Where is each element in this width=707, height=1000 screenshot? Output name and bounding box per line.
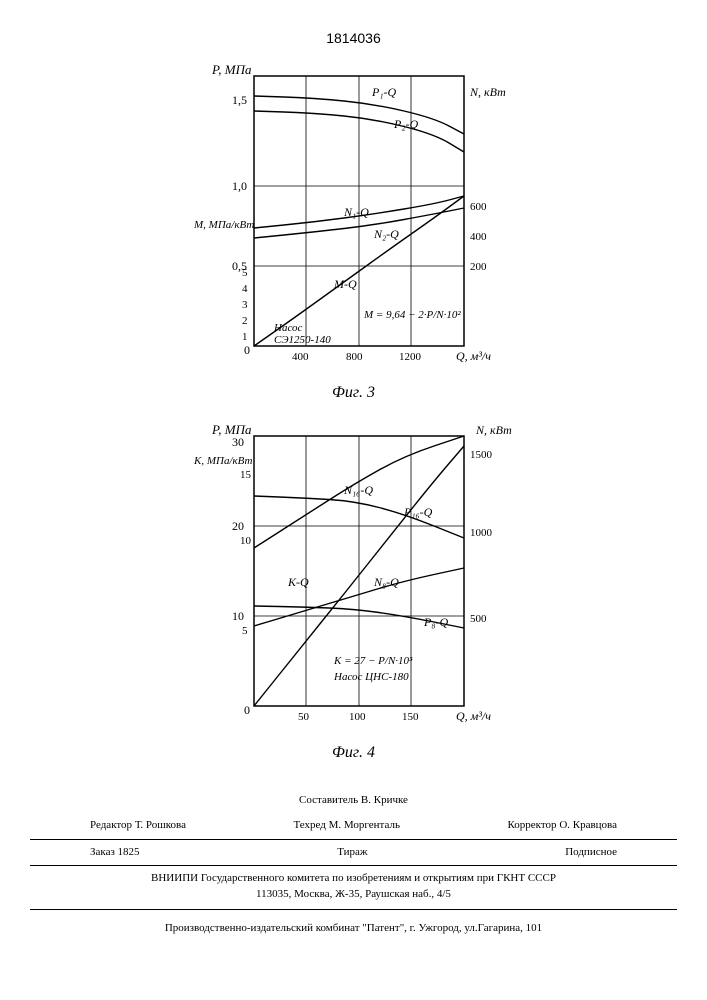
svg-text:M-Q: M-Q — [333, 277, 357, 291]
svg-text:P₁₆-Q: P₁₆-Q — [403, 505, 433, 519]
svg-text:2: 2 — [242, 315, 248, 327]
svg-text:1,0: 1,0 — [232, 179, 247, 193]
svg-text:800: 800 — [346, 351, 363, 363]
corrector: Корректор О. Кравцова — [508, 817, 617, 834]
svg-text:1200: 1200 — [399, 351, 422, 363]
fig3-pump: Насос — [273, 322, 303, 334]
svg-text:P₂-Q: P₂-Q — [393, 117, 418, 131]
svg-text:10: 10 — [232, 609, 244, 623]
svg-text:15: 15 — [240, 469, 252, 481]
svg-text:1500: 1500 — [470, 449, 493, 461]
svg-text:200: 200 — [470, 261, 487, 273]
order-no: Заказ 1825 — [90, 844, 140, 861]
org-line2: 113035, Москва, Ж-35, Раушская наб., 4/5 — [30, 886, 677, 903]
fig3-x-label: Q, м³/ч — [456, 349, 491, 363]
fig3-yr-label: N, кВт — [469, 85, 506, 99]
svg-text:100: 100 — [349, 711, 366, 723]
svg-text:1,5: 1,5 — [232, 93, 247, 107]
svg-text:50: 50 — [298, 711, 310, 723]
svg-text:150: 150 — [402, 711, 419, 723]
svg-text:500: 500 — [470, 613, 487, 625]
fig4-caption: Фиг. 4 — [30, 744, 677, 762]
svg-text:20: 20 — [232, 519, 244, 533]
svg-text:N₂-Q: N₂-Q — [373, 227, 399, 241]
fig4-x-label: Q, м³/ч — [456, 709, 491, 723]
svg-text:30: 30 — [232, 435, 244, 449]
svg-text:400: 400 — [470, 231, 487, 243]
svg-text:600: 600 — [470, 201, 487, 213]
fig4-yr-label: N, кВт — [475, 423, 512, 437]
svg-text:СЭ1250-140: СЭ1250-140 — [274, 334, 331, 346]
svg-text:10: 10 — [240, 535, 252, 547]
print-run: Тираж — [337, 844, 367, 861]
svg-text:0: 0 — [244, 703, 250, 717]
fig3-formula: M = 9,64 − 2·P/N·10² — [363, 309, 461, 321]
fig3-chart: P, МПа 1,5 1,0 0,5 0 M, МПа/кВт 5 4 3 2 … — [30, 56, 677, 376]
fig4-pump: Насос ЦНС-180 — [333, 671, 409, 683]
fig3-m-label: M, МПа/кВт — [194, 219, 254, 231]
svg-text:5: 5 — [242, 267, 248, 279]
org-line1: ВНИИПИ Государственного комитета по изоб… — [30, 870, 677, 887]
techred: Техред М. Моргенталь — [294, 817, 400, 834]
svg-text:5: 5 — [242, 625, 248, 637]
svg-text:400: 400 — [292, 351, 309, 363]
fig4-formula: K = 27 − P/N·10³ — [333, 655, 413, 667]
footer: Составитель В. Кричке Редактор Т. Рошков… — [30, 792, 677, 936]
svg-text:1000: 1000 — [470, 527, 493, 539]
fig3-yl-label: P, МПа — [211, 62, 252, 77]
svg-text:K-Q: K-Q — [287, 575, 309, 589]
fig4-chart: P, МПа 30 20 10 0 K, МПа/кВт 15 10 5 N, … — [30, 416, 677, 736]
svg-text:N₈-Q: N₈-Q — [373, 575, 399, 589]
svg-text:3: 3 — [242, 299, 248, 311]
fig4-k-label: K, МПа/кВт — [194, 455, 252, 467]
page-number: 1814036 — [30, 30, 677, 46]
svg-text:P₈-Q: P₈-Q — [423, 615, 448, 629]
fig3-caption: Фиг. 3 — [30, 384, 677, 402]
svg-text:4: 4 — [242, 283, 248, 295]
svg-text:1: 1 — [242, 331, 248, 343]
compiler: Составитель В. Кричке — [299, 792, 408, 809]
publisher: Производственно-издательский комбинат "П… — [30, 916, 677, 937]
svg-text:N₁₆-Q: N₁₆-Q — [343, 483, 373, 497]
svg-text:P₁-Q: P₁-Q — [371, 85, 396, 99]
editor: Редактор Т. Рошкова — [90, 817, 186, 834]
svg-text:N₁-Q: N₁-Q — [343, 205, 369, 219]
subscription: Подписное — [565, 844, 617, 861]
svg-text:0: 0 — [244, 343, 250, 357]
